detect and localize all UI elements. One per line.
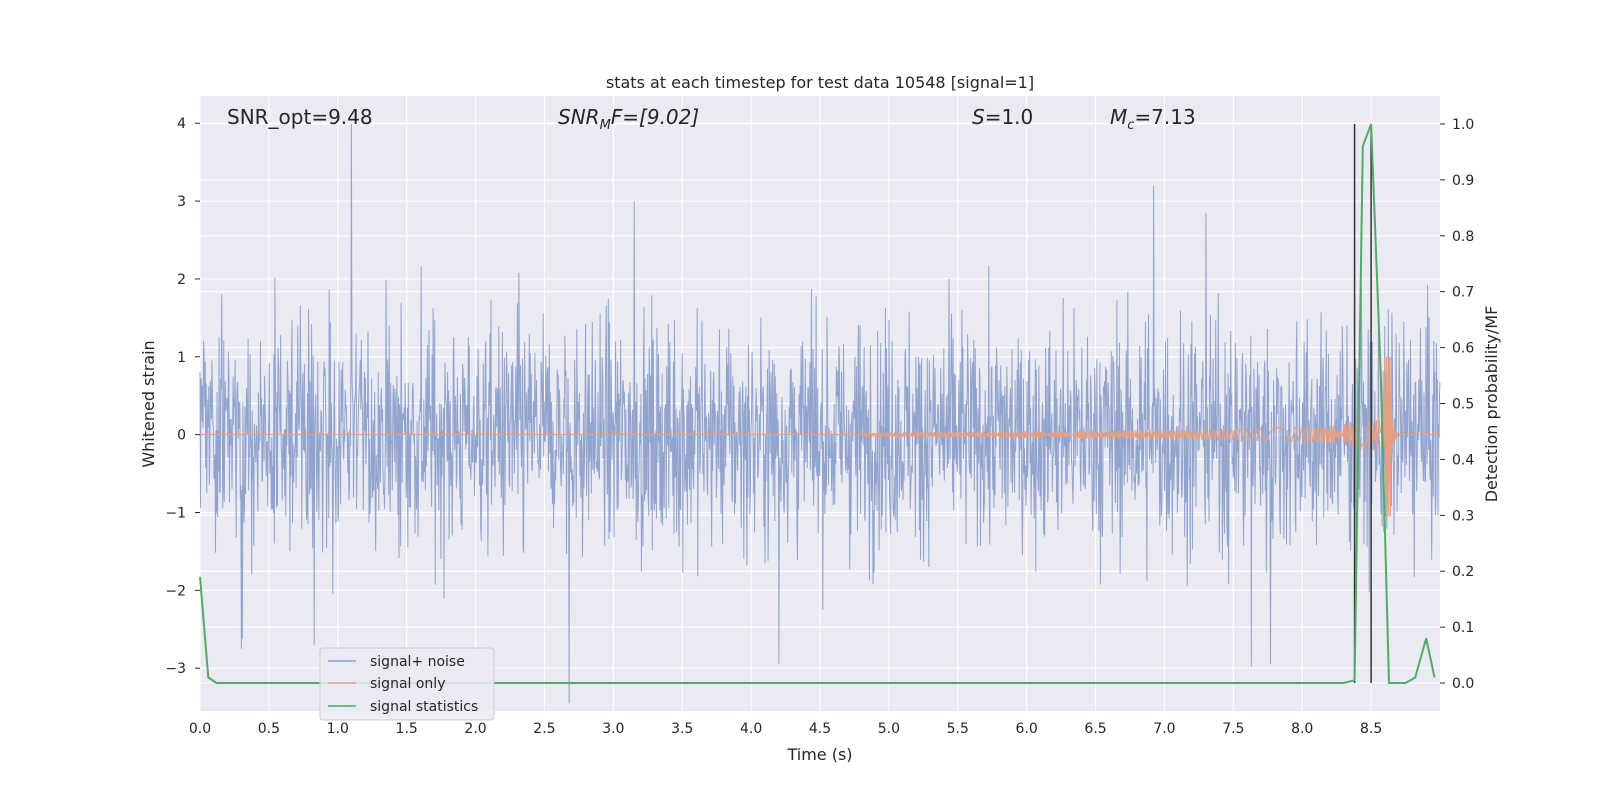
- legend-box: [319, 647, 495, 721]
- y-right-tick-label: 0.8: [1452, 229, 1474, 245]
- y-tick-label: 0: [177, 428, 186, 444]
- legend-label-signal-statistics: signal statistics: [370, 699, 478, 715]
- y-tick-label: 4: [177, 116, 186, 132]
- x-tick-label: 2.0: [464, 721, 486, 737]
- s-rest: =1.0: [985, 105, 1034, 129]
- snr-mf-sub: M: [600, 118, 611, 133]
- signal-statistics-series: [199, 123, 1436, 684]
- mc-annotation: Mc=7.13: [1110, 105, 1196, 133]
- legend: signal+ noise signal only signal statist…: [319, 647, 495, 721]
- y-tick-label: −2: [165, 583, 186, 599]
- y-right-tick-label: 0.3: [1452, 508, 1474, 524]
- y-right-tick-label: 0.9: [1452, 173, 1474, 189]
- x-tick-label: 4.5: [809, 721, 831, 737]
- y-tick-label: −1: [165, 505, 186, 521]
- x-tick-label: 0.0: [189, 721, 211, 737]
- y-right-tick-label: 0.5: [1452, 397, 1474, 413]
- snr-mf-main: SNR: [558, 105, 600, 129]
- y-right-tick-label: 0.0: [1452, 676, 1474, 692]
- y-tick-label: −3: [165, 661, 186, 677]
- tick-labels: 0.0 0.5 1.0 1.5 2.0 2.5 3.0 3.5 4.0 4.5 5.0 5.5 6.0 6…: [165, 116, 1474, 737]
- snr-mf-annotation: SNRMF=[9.02]: [558, 105, 699, 133]
- x-tick-label: 7.0: [1153, 721, 1175, 737]
- x-tick-label: 7.5: [1222, 721, 1244, 737]
- signal-only-line: [200, 356, 1440, 517]
- vertical-markers: [1353, 123, 1372, 684]
- x-tick-label: 3.0: [602, 721, 624, 737]
- signal-noise-line: [199, 123, 1441, 704]
- y-tick-label: 1: [177, 350, 186, 366]
- x-tick-label: 1.5: [396, 721, 418, 737]
- x-tick-label: 1.0: [327, 721, 349, 737]
- s-main: S: [972, 105, 985, 129]
- x-tick-label: 8.0: [1291, 721, 1313, 737]
- y-axis-label: Whitened strain: [139, 340, 158, 467]
- signal-only-series: [200, 356, 1440, 517]
- y-tick-label: 2: [177, 272, 186, 288]
- mc-sub: c: [1127, 118, 1134, 133]
- x-tick-label: 4.0: [740, 721, 762, 737]
- snr-opt-annotation: SNR_opt=9.48: [227, 105, 373, 129]
- y-right-tick-label: 0.1: [1452, 620, 1474, 636]
- y-right-tick-label: 1.0: [1452, 117, 1474, 133]
- y-right-tick-label: 0.6: [1452, 341, 1474, 357]
- x-tick-label: 5.5: [947, 721, 969, 737]
- x-tick-label: 5.0: [878, 721, 900, 737]
- legend-label-signal-noise: signal+ noise: [370, 654, 465, 670]
- x-tick-label: 6.5: [1084, 721, 1106, 737]
- x-tick-label: 6.0: [1016, 721, 1038, 737]
- mc-rest: =7.13: [1134, 105, 1195, 129]
- y-right-tick-label: 0.4: [1452, 452, 1474, 468]
- legend-label-signal-only: signal only: [370, 676, 445, 692]
- x-tick-label: 2.5: [533, 721, 555, 737]
- y-right-tick-label: 0.2: [1452, 564, 1474, 580]
- x-tick-label: 3.5: [671, 721, 693, 737]
- x-axis-label: Time (s): [786, 745, 852, 764]
- y-axis-right-label: Detection probability/MF: [1482, 306, 1501, 503]
- snr-mf-rest: F=[9.02]: [611, 105, 699, 129]
- x-tick-label: 0.5: [258, 721, 280, 737]
- y-tick-label: 3: [177, 194, 186, 210]
- x-tick-label: 8.5: [1360, 721, 1382, 737]
- mc-main: M: [1110, 105, 1127, 129]
- s-annotation: S=1.0: [972, 105, 1033, 129]
- signal-statistics-line: [199, 123, 1436, 684]
- signal-noise-series: [199, 123, 1441, 704]
- y-right-tick-label: 0.7: [1452, 285, 1474, 301]
- chart-title: stats at each timestep for test data 105…: [606, 73, 1034, 92]
